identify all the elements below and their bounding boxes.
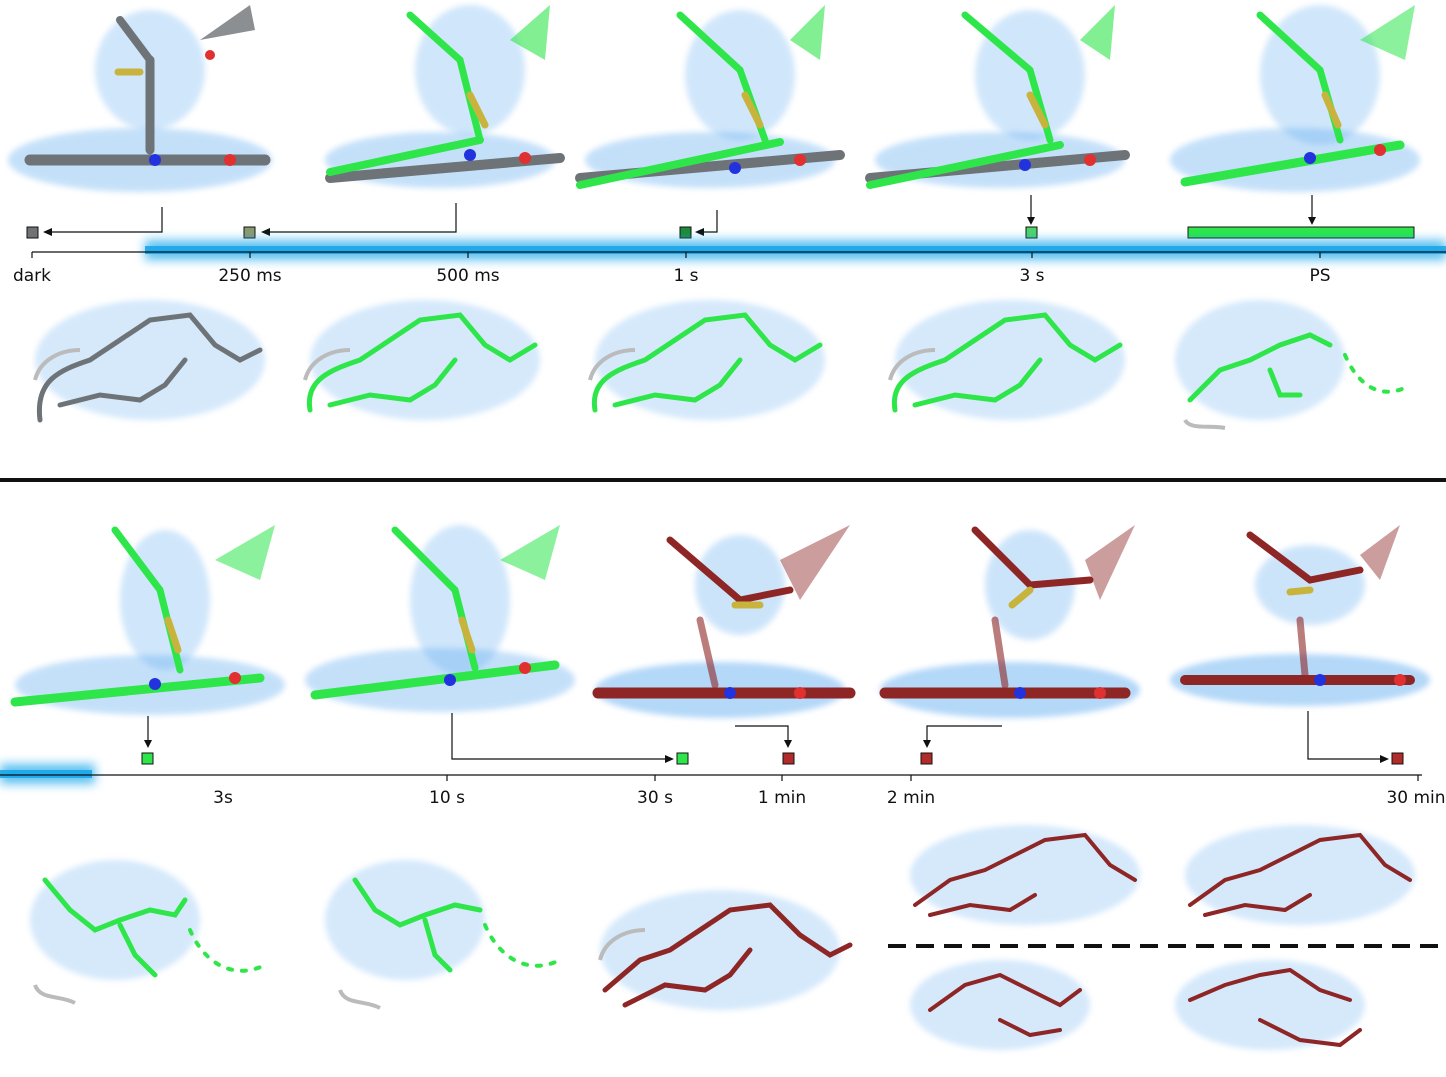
chromophore-1s (575, 5, 845, 189)
loop-dark (33, 300, 265, 423)
bottom-tick-label-30s: 30 s (637, 788, 673, 808)
bottom-timeline-axis (0, 774, 1422, 781)
top-timeline-axis (31, 251, 1446, 258)
chromophore-30s (592, 525, 856, 718)
chromophore-3s (865, 5, 1130, 189)
marker-30min (1391, 752, 1404, 765)
marker-2min (920, 752, 933, 765)
bottom-arrows (147, 711, 1384, 760)
marker-3s (1025, 226, 1038, 239)
loop-30min-b (1175, 960, 1365, 1050)
loop-3s-bottom (30, 860, 267, 1005)
top-tick-label-1s: 1 s (673, 266, 698, 286)
loop-PS (1175, 300, 1412, 430)
chromophore-dark (8, 5, 272, 192)
bottom-tick-label-1min: 1 min (758, 788, 806, 808)
chromophore-PS (1170, 5, 1420, 192)
top-tick-label-3s: 3 s (1019, 266, 1044, 286)
loop-2min-a (910, 825, 1140, 925)
top-arrows (48, 195, 1313, 233)
top-arrowheads (43, 217, 1316, 236)
loop-30min-a (1185, 825, 1415, 925)
bottom-tick-label-30min: 30 min (1386, 788, 1445, 808)
top-tick-label-250ms: 250 ms (218, 266, 281, 286)
top-panel: dark 250 ms 500 ms 1 s 3 s PS (8, 5, 1446, 430)
marker-250ms (243, 226, 256, 239)
loop-500ms (303, 300, 540, 420)
loop-10s (325, 860, 562, 1010)
loop-3s (888, 300, 1125, 420)
top-tick-label-500ms: 500 ms (436, 266, 499, 286)
bottom-tick-label-10s: 10 s (429, 788, 465, 808)
marker-3s-bottom (141, 752, 154, 765)
bottom-tick-label-3s: 3s (213, 788, 233, 808)
loop-1s (588, 300, 825, 420)
marker-30s (676, 752, 689, 765)
loop-2min-b (910, 960, 1090, 1050)
marker-1min (782, 752, 795, 765)
marker-PS (1187, 226, 1415, 239)
top-tick-label-PS: PS (1309, 266, 1330, 286)
bottom-panel: 3s 10 s 30 s 1 min 2 min 30 min (0, 525, 1446, 1050)
top-tick-label-dark: dark (13, 266, 51, 286)
bottom-arrowheads (144, 740, 1389, 763)
marker-1s (679, 226, 692, 239)
bottom-tick-label-2min: 2 min (887, 788, 935, 808)
chromophore-3s-bottom (10, 525, 285, 715)
marker-dark (26, 226, 39, 239)
chromophore-2min (879, 525, 1140, 718)
chromophore-30min (1170, 525, 1430, 706)
loop-30s (598, 890, 853, 1010)
chromophore-10s (305, 525, 575, 712)
chromophore-250ms-500ms (325, 5, 565, 188)
